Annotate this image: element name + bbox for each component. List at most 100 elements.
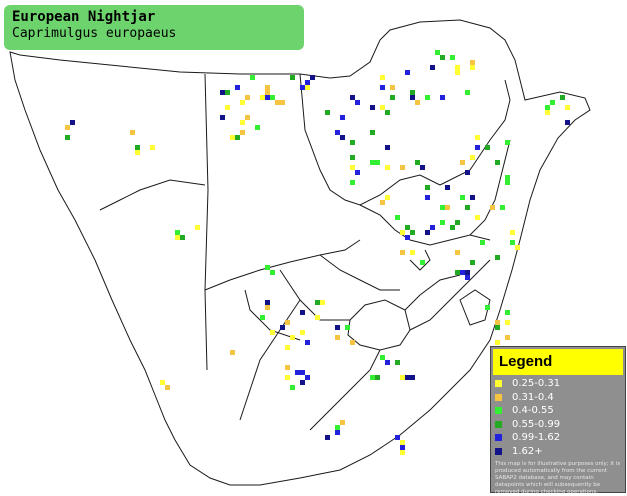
occurrence-cell <box>385 165 390 170</box>
occurrence-cell <box>455 270 460 275</box>
occurrence-cell <box>300 85 305 90</box>
occurrence-cell <box>290 385 295 390</box>
legend-item: 0.4-0.55 <box>491 404 625 418</box>
occurrence-cell <box>460 195 465 200</box>
occurrence-cell <box>375 160 380 165</box>
occurrence-cell <box>550 100 555 105</box>
occurrence-cell <box>385 195 390 200</box>
occurrence-cell <box>405 70 410 75</box>
occurrence-cell <box>385 145 390 150</box>
occurrence-cell <box>470 65 475 70</box>
occurrence-cell <box>370 375 375 380</box>
occurrence-cell <box>505 335 510 340</box>
occurrence-cell <box>385 360 390 365</box>
occurrence-cell <box>290 335 295 340</box>
occurrence-cell <box>565 105 570 110</box>
occurrence-cell <box>375 375 380 380</box>
occurrence-cell <box>280 100 285 105</box>
occurrence-cell <box>510 230 515 235</box>
occurrence-cell <box>350 165 355 170</box>
occurrence-cells <box>65 50 570 455</box>
occurrence-cell <box>510 240 515 245</box>
occurrence-cell <box>325 435 330 440</box>
occurrence-cell <box>345 325 350 330</box>
legend-panel: Legend 0.25-0.31 0.31-0.4 0.4-0.55 0.55-0.9… <box>490 346 626 495</box>
occurrence-cell <box>455 65 460 70</box>
occurrence-cell <box>380 75 385 80</box>
occurrence-cell <box>335 325 340 330</box>
species-title-box: European Nightjar Caprimulgus europaeus <box>4 5 304 50</box>
legend-swatch <box>495 420 502 428</box>
occurrence-cell <box>420 260 425 265</box>
occurrence-cell <box>455 220 460 225</box>
occurrence-cell <box>300 310 305 315</box>
occurrence-cell <box>225 90 230 95</box>
occurrence-cell <box>285 375 290 380</box>
occurrence-cell <box>175 230 180 235</box>
legend-item: 0.31-0.4 <box>491 391 625 405</box>
occurrence-cell <box>465 205 470 210</box>
occurrence-cell <box>470 260 475 265</box>
occurrence-cell <box>400 250 405 255</box>
occurrence-cell <box>460 160 465 165</box>
legend-item: 0.55-0.99 <box>491 418 625 432</box>
occurrence-cell <box>475 135 480 140</box>
occurrence-cell <box>285 320 290 325</box>
occurrence-cell <box>410 250 415 255</box>
occurrence-cell <box>310 75 315 80</box>
occurrence-cell <box>300 330 305 335</box>
occurrence-cell <box>480 240 485 245</box>
occurrence-cell <box>565 120 570 125</box>
occurrence-cell <box>350 155 355 160</box>
legend-swatch <box>495 407 502 415</box>
occurrence-cell <box>455 250 460 255</box>
occurrence-cell <box>495 325 500 330</box>
occurrence-cell <box>230 350 235 355</box>
occurrence-cell <box>470 155 475 160</box>
occurrence-cell <box>335 430 340 435</box>
legend-heading: Legend <box>493 349 623 375</box>
occurrence-cell <box>405 375 410 380</box>
occurrence-cell <box>285 365 290 370</box>
occurrence-cell <box>370 160 375 165</box>
occurrence-cell <box>490 205 495 210</box>
occurrence-cell <box>495 255 500 260</box>
occurrence-cell <box>225 105 230 110</box>
occurrence-cell <box>325 110 330 115</box>
occurrence-cell <box>275 100 280 105</box>
occurrence-cell <box>380 355 385 360</box>
occurrence-cell <box>355 100 360 105</box>
occurrence-cell <box>270 95 275 100</box>
occurrence-cell <box>305 375 310 380</box>
occurrence-cell <box>265 85 270 90</box>
occurrence-cell <box>135 145 140 150</box>
occurrence-cell <box>355 170 360 175</box>
occurrence-cell <box>245 115 250 120</box>
occurrence-cell <box>385 110 390 115</box>
occurrence-cell <box>150 145 155 150</box>
occurrence-cell <box>265 90 270 95</box>
occurrence-cell <box>445 185 450 190</box>
occurrence-cell <box>440 55 445 60</box>
occurrence-cell <box>305 80 310 85</box>
occurrence-cell <box>470 60 475 65</box>
occurrence-cell <box>400 165 405 170</box>
occurrence-cell <box>300 370 305 375</box>
occurrence-cell <box>370 105 375 110</box>
legend-swatch <box>495 380 502 388</box>
occurrence-cell <box>300 380 305 385</box>
occurrence-cell <box>505 140 510 145</box>
occurrence-cell <box>245 95 250 100</box>
occurrence-cell <box>415 160 420 165</box>
legend-item: 0.25-0.31 <box>491 377 625 391</box>
occurrence-cell <box>455 70 460 75</box>
occurrence-cell <box>410 230 415 235</box>
occurrence-cell <box>495 160 500 165</box>
occurrence-cell <box>350 340 355 345</box>
occurrence-cell <box>410 95 415 100</box>
occurrence-cell <box>440 95 445 100</box>
occurrence-cell <box>165 385 170 390</box>
occurrence-cell <box>395 360 400 365</box>
occurrence-cell <box>305 85 310 90</box>
